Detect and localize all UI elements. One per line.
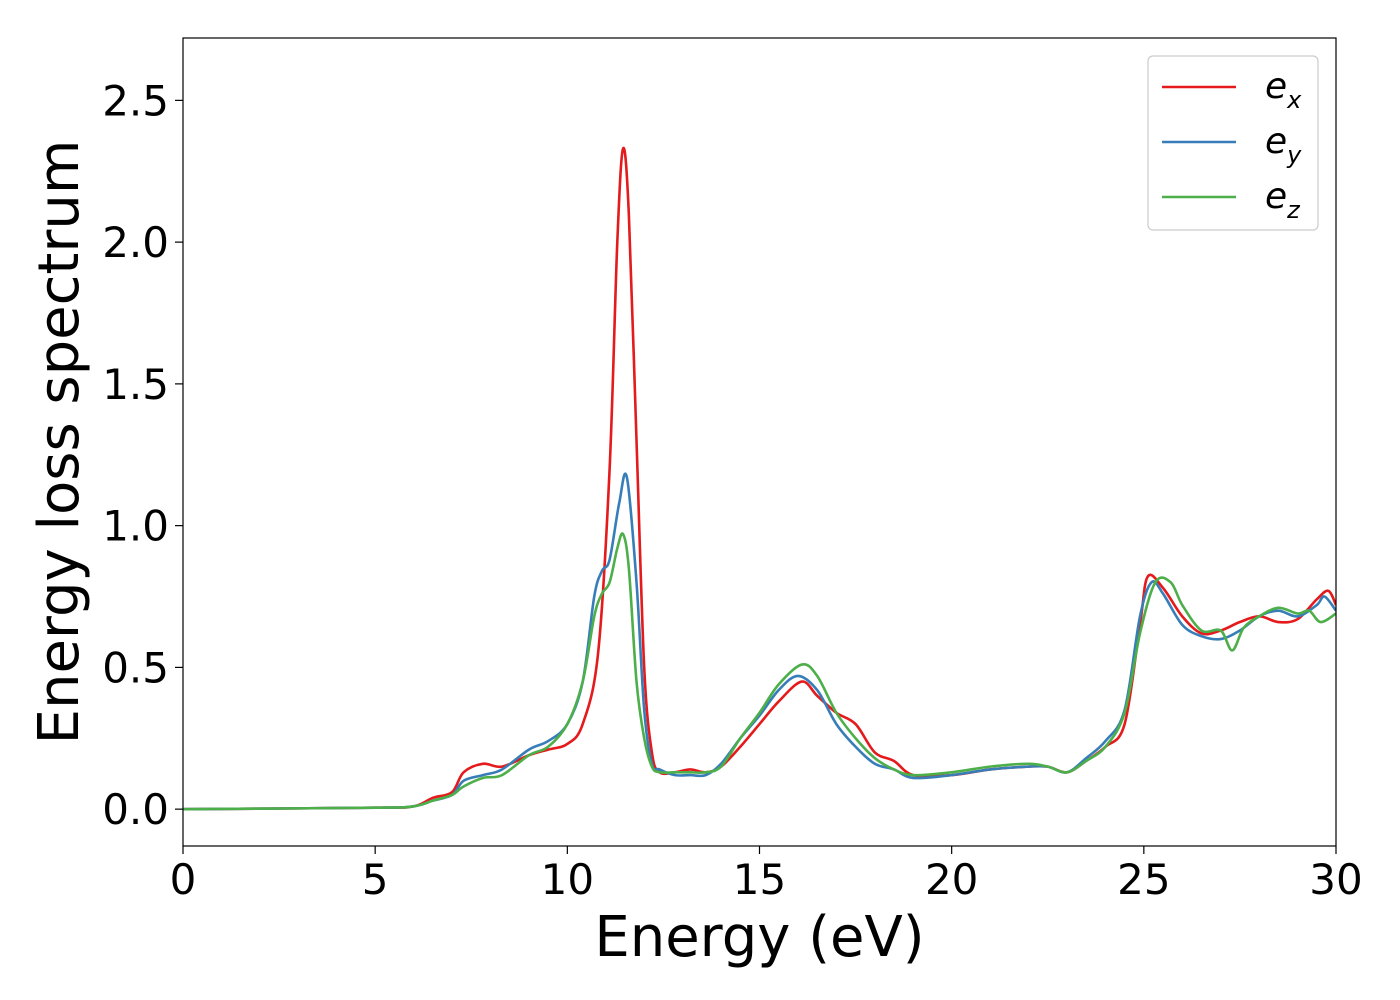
x-axis-title: Energy (eV) [594, 905, 924, 970]
x-tick-label: 5 [362, 855, 389, 904]
y-axis-title: Energy loss spectrum [27, 140, 92, 745]
y-tick-label: 0.0 [102, 785, 169, 834]
y-tick-label: 2.0 [102, 218, 169, 267]
x-tick-label: 15 [733, 855, 786, 904]
y-tick-label: 1.0 [102, 502, 169, 551]
x-tick-label: 20 [925, 855, 978, 904]
legend-label-main: e [1265, 66, 1287, 107]
legend-label-y: ey [1265, 121, 1302, 169]
x-tick-label: 30 [1309, 855, 1362, 904]
x-axis-ticks: 0 5 10 15 20 25 30 [170, 846, 1363, 904]
legend-label-main: e [1265, 176, 1287, 217]
legend-label-z: ez [1265, 176, 1301, 224]
y-tick-label: 0.5 [102, 643, 169, 692]
x-tick-label: 0 [170, 855, 197, 904]
series-layer [183, 146, 1336, 811]
series-line-y [183, 472, 1336, 811]
x-tick-label: 25 [1117, 855, 1170, 904]
legend-label-sub: x [1286, 86, 1302, 114]
legend-label-main: e [1265, 121, 1287, 162]
x-tick-label: 10 [541, 855, 594, 904]
legend-label-x: ex [1265, 66, 1302, 114]
series-line-z [183, 532, 1336, 811]
y-tick-label: 1.5 [102, 360, 169, 409]
legend-label-sub: y [1286, 141, 1302, 169]
y-axis-ticks: 0.0 0.5 1.0 1.5 2.0 2.5 [102, 76, 183, 834]
legend-label-sub: z [1286, 196, 1301, 224]
series-line-x [183, 146, 1336, 811]
y-tick-label: 2.5 [102, 76, 169, 125]
